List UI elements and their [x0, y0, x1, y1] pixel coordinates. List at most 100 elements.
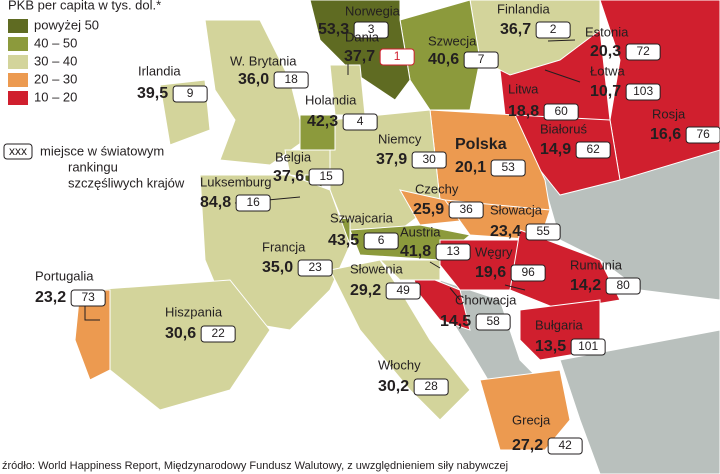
rank-box: [435, 243, 471, 261]
rank-box: [547, 437, 583, 455]
legend-swatch: [8, 37, 28, 51]
country-label: Grecja 27,2 42: [512, 412, 583, 455]
rank-note-text: miejsce w światowym: [40, 143, 164, 158]
gdp-value: 14,9: [540, 141, 571, 158]
rank-box: [575, 141, 611, 159]
country-label: Niemcy 37,9 30: [376, 131, 447, 169]
rank-value: 62: [586, 142, 600, 156]
rank-value: 76: [696, 127, 710, 141]
legend-swatch: [8, 91, 28, 105]
country-label: Francja 35,0 23: [262, 239, 333, 277]
country-name: Litwa: [508, 81, 539, 96]
country-label: Białoruś 14,9 62: [540, 121, 611, 159]
rank-value: 23: [308, 260, 322, 274]
country-name: Niemcy: [378, 131, 422, 146]
rank-value: 1: [394, 49, 401, 63]
gdp-value: 36,7: [500, 21, 531, 38]
legend-label: 10 – 20: [34, 89, 77, 104]
rank-value: 7: [478, 52, 485, 66]
gdp-value: 23,2: [35, 289, 66, 306]
rank-value: 28: [424, 379, 438, 393]
rank-value: 72: [636, 44, 650, 58]
rank-value: 16: [246, 195, 260, 209]
gdp-value: 84,8: [200, 194, 231, 211]
country-label: Słowenia 29,2 49: [350, 261, 421, 300]
rank-box: [463, 51, 499, 69]
rank-value: 6: [378, 233, 385, 247]
rank-box: [379, 48, 415, 66]
gdp-value: 42,3: [307, 113, 338, 130]
rank-value: 18: [284, 72, 298, 86]
rank-box-text: xxx: [9, 144, 27, 158]
country-name: Irlandia: [138, 63, 181, 78]
rank-value: 80: [616, 278, 630, 292]
rank-box: [525, 223, 561, 241]
rank-box: [490, 159, 526, 177]
rank-value: 13: [446, 244, 460, 258]
country-name: Bułgaria: [535, 317, 583, 332]
country-name: Estonia: [585, 24, 629, 39]
country-name: Dania: [345, 29, 380, 44]
rank-box: [385, 282, 421, 300]
country-label: Łotwa 10,7 103: [590, 63, 661, 101]
rank-value: 49: [396, 283, 410, 297]
country-name: Norwegia: [345, 3, 401, 18]
country-name: Chorwacja: [455, 292, 517, 307]
gdp-value: 13,5: [535, 338, 566, 355]
rank-box: [625, 43, 661, 61]
rank-box: [172, 85, 208, 103]
rank-value: 42: [558, 438, 572, 452]
rank-value: 30: [422, 152, 436, 166]
country-label: Czechy 25,9 36: [413, 181, 484, 219]
rank-box: [342, 113, 378, 131]
country-label: Irlandia 39,5 9: [137, 63, 208, 103]
country-label: Polska 20,1 53: [455, 136, 526, 177]
gdp-value: 29,2: [350, 282, 381, 299]
country-name: Grecja: [512, 412, 551, 427]
country-name: Słowacja: [490, 202, 543, 217]
rank-value: 73: [81, 290, 95, 304]
gdp-value: 30,6: [165, 325, 196, 342]
country-name: Słowenia: [350, 261, 404, 276]
rank-box: [273, 71, 309, 89]
rank-value: 22: [211, 326, 225, 340]
rank-box: [235, 194, 271, 212]
country-label: Włochy 30,2 28: [378, 357, 449, 396]
gdp-value: 10,7: [590, 83, 621, 100]
country-label: Hiszpania 30,6 22: [165, 304, 236, 343]
gdp-value: 37,7: [344, 48, 375, 65]
rank-note-text: rankingu: [68, 159, 118, 174]
rank-value: 15: [319, 169, 333, 183]
country-label: Portugalia 23,2 73: [35, 268, 106, 307]
country-name: Łotwa: [590, 63, 625, 78]
country-label: Szwajcaria 43,5 6: [328, 210, 399, 250]
gdp-value: 20,1: [455, 159, 486, 176]
country-label: Luksemburg 84,8 16: [200, 174, 272, 212]
rank-box: [413, 378, 449, 396]
legend-label: 20 – 30: [34, 71, 77, 86]
rank-box: [200, 325, 236, 343]
country-label: Litwa 18,8 60: [508, 81, 579, 121]
rank-value: 96: [521, 265, 535, 279]
rank-box: [308, 168, 344, 186]
rank-box: [543, 103, 579, 121]
rank-box: [297, 259, 333, 277]
rank-box-sample: [3, 143, 33, 160]
gdp-value: 18,8: [508, 103, 539, 120]
country-name: Belgia: [275, 149, 312, 164]
rank-box: [70, 289, 106, 307]
gdp-value: 37,9: [376, 151, 407, 168]
legend-swatch: [8, 19, 28, 33]
gdp-value: 14,2: [570, 277, 601, 294]
country-label: Norwegia 53,3 3: [318, 3, 401, 39]
country-label: Chorwacja 14,5 58: [440, 292, 517, 331]
rank-box: [475, 313, 511, 331]
country-label: Rosja 16,6 76: [650, 106, 720, 144]
country-name: Polska: [455, 136, 507, 153]
rank-value: 36: [459, 202, 473, 216]
rank-box: [605, 277, 641, 295]
rank-value: 101: [578, 339, 598, 353]
source: źródło: World Happiness Report, Międzyna…: [2, 460, 508, 472]
legend-swatch: [8, 73, 28, 87]
country-name: Szwecja: [428, 33, 477, 48]
